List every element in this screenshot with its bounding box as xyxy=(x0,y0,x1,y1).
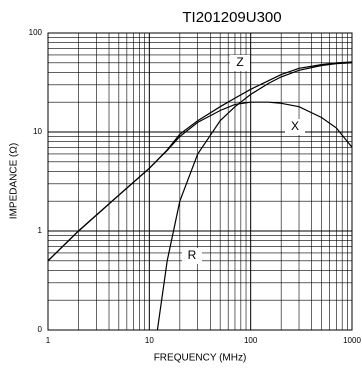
y-tick-label: 0 xyxy=(38,325,43,334)
x-tick-label: 10 xyxy=(145,336,154,345)
series-label-box xyxy=(230,55,250,71)
x-tick-label: 1000 xyxy=(343,336,361,345)
series-label: R xyxy=(188,248,197,262)
series-line xyxy=(156,62,353,331)
y-tick-label: 10 xyxy=(33,127,42,136)
y-tick-label: 100 xyxy=(29,28,43,37)
y-axis-label: IMPEDANCE (Ω) xyxy=(9,143,20,219)
series-label-box xyxy=(182,248,202,264)
x-tick-label: 1 xyxy=(46,336,51,345)
series-label: X xyxy=(291,119,299,133)
series-line xyxy=(47,101,353,262)
y-tick-label: 1 xyxy=(38,226,43,235)
series-label: Z xyxy=(236,55,243,69)
x-axis-label: FREQUENCY (MHz) xyxy=(154,353,247,364)
chart-title: TI201209U300 xyxy=(182,9,281,26)
plot-frame xyxy=(47,32,353,331)
x-tick-label: 100 xyxy=(244,336,258,345)
series-label-box xyxy=(285,119,305,135)
